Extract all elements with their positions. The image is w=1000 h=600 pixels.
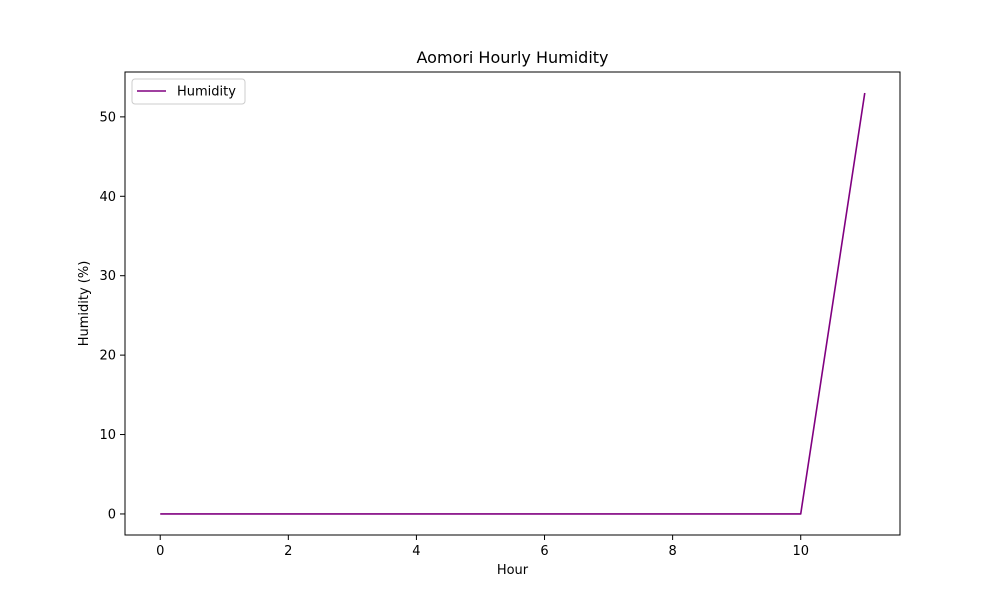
plot-frame [124, 71, 901, 536]
x-tick-label: 6 [540, 544, 548, 559]
y-tick-label: 50 [99, 110, 116, 125]
x-tick-label: 10 [792, 544, 809, 559]
x-tick-label: 8 [668, 544, 676, 559]
legend: Humidity [131, 78, 246, 105]
x-axis-label: Hour [497, 563, 529, 578]
series-line-humidity [160, 92, 866, 515]
x-tick-label: 2 [284, 544, 292, 559]
series-layer [160, 92, 866, 515]
legend-box [131, 78, 246, 105]
x-tick-label: 4 [412, 544, 420, 559]
x-tick-label: 0 [156, 544, 164, 559]
chart-title: Aomori Hourly Humidity [416, 48, 608, 67]
y-tick-label: 10 [99, 428, 116, 443]
y-tick-label: 20 [99, 349, 116, 364]
plot-area: 0 2 4 6 8 10 0 10 20 30 40 50 [99, 71, 901, 559]
x-axis-ticks: 0 2 4 6 8 10 [156, 535, 809, 559]
legend-label-humidity: Humidity [177, 85, 236, 100]
y-tick-label: 0 [108, 507, 116, 522]
y-axis-ticks: 0 10 20 30 40 50 [99, 110, 125, 522]
y-axis-label: Humidity (%) [77, 261, 92, 347]
y-tick-label: 40 [99, 190, 116, 205]
y-tick-label: 30 [99, 269, 116, 284]
